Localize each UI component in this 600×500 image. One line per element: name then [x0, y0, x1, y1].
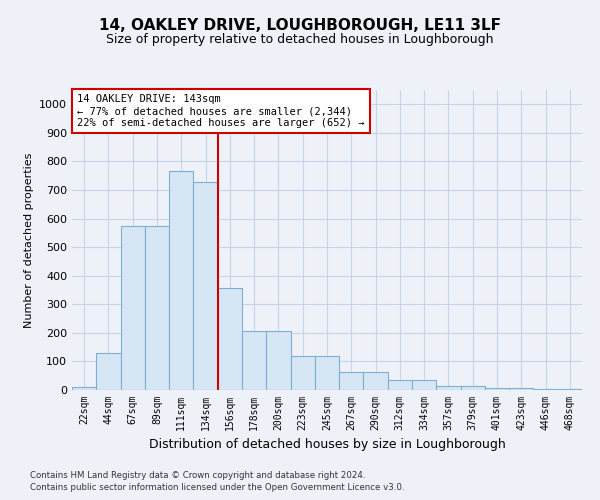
Bar [412, 380, 436, 390]
Bar [266, 331, 290, 390]
Bar [72, 387, 96, 390]
Bar [290, 356, 315, 390]
Y-axis label: Number of detached properties: Number of detached properties [23, 152, 34, 328]
Bar [436, 386, 461, 390]
Bar [388, 380, 412, 390]
Bar [145, 226, 169, 390]
Bar [193, 182, 218, 390]
Bar [96, 354, 121, 390]
Bar [509, 388, 533, 390]
Bar [242, 331, 266, 390]
Bar [558, 388, 582, 390]
Bar [485, 388, 509, 390]
Text: Contains public sector information licensed under the Open Government Licence v3: Contains public sector information licen… [30, 484, 404, 492]
Bar [315, 356, 339, 390]
Bar [339, 372, 364, 390]
Text: 14 OAKLEY DRIVE: 143sqm
← 77% of detached houses are smaller (2,344)
22% of semi: 14 OAKLEY DRIVE: 143sqm ← 77% of detache… [77, 94, 365, 128]
Text: Contains HM Land Registry data © Crown copyright and database right 2024.: Contains HM Land Registry data © Crown c… [30, 471, 365, 480]
Bar [169, 172, 193, 390]
Bar [461, 386, 485, 390]
Text: Size of property relative to detached houses in Loughborough: Size of property relative to detached ho… [106, 32, 494, 46]
Text: 14, OAKLEY DRIVE, LOUGHBOROUGH, LE11 3LF: 14, OAKLEY DRIVE, LOUGHBOROUGH, LE11 3LF [99, 18, 501, 32]
Bar [364, 372, 388, 390]
Bar [218, 288, 242, 390]
Bar [533, 388, 558, 390]
Bar [121, 226, 145, 390]
X-axis label: Distribution of detached houses by size in Loughborough: Distribution of detached houses by size … [149, 438, 505, 452]
